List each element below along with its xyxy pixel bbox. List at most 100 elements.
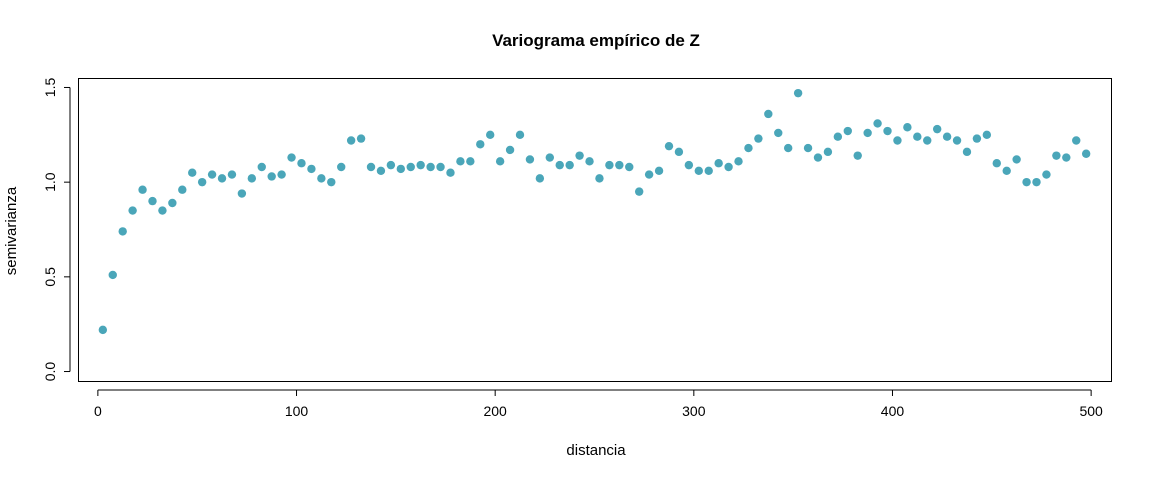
data-point: [108, 270, 117, 280]
data-point: [148, 196, 157, 206]
data-point: [684, 160, 694, 170]
data-point: [337, 162, 346, 172]
data-point: [654, 166, 664, 175]
data-point: [625, 162, 634, 172]
data-points: [98, 88, 1091, 335]
data-point: [426, 162, 435, 172]
data-point: [1052, 151, 1061, 160]
data-point: [644, 170, 654, 179]
data-point: [327, 177, 336, 187]
data-point: [863, 128, 872, 138]
data-point: [893, 136, 902, 145]
data-point: [247, 174, 257, 183]
data-point: [982, 130, 992, 140]
x-tick-label: 100: [285, 403, 309, 419]
x-tick-label: 300: [682, 403, 706, 419]
data-point: [873, 119, 882, 128]
data-point: [277, 170, 286, 179]
data-point: [456, 157, 465, 166]
x-tick-label: 0: [94, 403, 102, 419]
data-point: [913, 132, 922, 141]
data-point: [575, 151, 584, 160]
data-point: [237, 189, 247, 198]
data-point: [307, 164, 316, 174]
y-tick-label: 0.0: [42, 362, 58, 382]
data-point: [346, 136, 356, 145]
data-point: [317, 174, 326, 183]
data-point: [257, 162, 266, 172]
data-point: [188, 168, 197, 177]
plot-frame: [78, 78, 1112, 382]
x-tick-label: 500: [1079, 403, 1103, 419]
data-point: [704, 166, 713, 175]
data-point: [178, 185, 187, 194]
data-point: [1032, 177, 1041, 187]
data-point: [535, 174, 545, 183]
data-point: [962, 147, 972, 157]
data-point: [297, 159, 306, 168]
data-point: [1072, 136, 1081, 145]
data-point: [376, 166, 386, 175]
data-point: [734, 157, 743, 166]
data-point: [436, 162, 445, 172]
data-point: [466, 157, 475, 166]
data-point: [1002, 166, 1011, 175]
data-point: [903, 123, 912, 132]
data-point: [843, 126, 852, 136]
data-point: [158, 206, 167, 215]
data-point: [217, 174, 227, 183]
data-point: [615, 160, 624, 170]
data-point: [98, 325, 108, 335]
data-point: [565, 160, 574, 170]
data-point: [545, 153, 555, 162]
data-point: [227, 170, 237, 179]
data-point: [664, 141, 674, 151]
data-point: [1042, 170, 1051, 179]
data-point: [823, 147, 833, 157]
y-axis: 0.0 0.5 1.0 1.5: [42, 78, 71, 382]
data-point: [724, 162, 733, 172]
data-point: [505, 145, 515, 155]
data-point: [803, 143, 813, 153]
data-point: [992, 159, 1001, 168]
data-point: [168, 198, 177, 208]
data-point: [396, 164, 406, 174]
data-point: [634, 187, 644, 196]
data-point: [406, 162, 415, 172]
x-tick-label: 400: [881, 403, 905, 419]
data-point: [476, 140, 485, 149]
data-point: [138, 185, 147, 194]
data-point: [1022, 177, 1031, 187]
y-axis-label: semivarianza: [3, 186, 20, 275]
data-point: [952, 136, 962, 145]
data-point: [1062, 153, 1071, 162]
data-point: [744, 143, 753, 153]
data-point: [555, 160, 564, 170]
data-point: [674, 147, 684, 157]
data-point: [207, 170, 217, 179]
x-axis: 0 100 200 300 400 500: [94, 389, 1103, 419]
data-point: [515, 130, 525, 140]
data-point: [197, 177, 207, 187]
data-point: [1012, 155, 1021, 164]
data-point: [714, 159, 723, 168]
data-point: [128, 206, 137, 215]
data-point: [923, 136, 932, 145]
data-point: [366, 162, 376, 172]
data-point: [287, 153, 296, 162]
data-point: [446, 168, 455, 177]
data-point: [774, 128, 783, 138]
data-point: [754, 134, 763, 143]
data-point: [486, 130, 495, 140]
data-point: [495, 157, 505, 166]
data-point: [853, 151, 862, 160]
y-tick-label: 0.5: [42, 267, 58, 287]
data-point: [694, 166, 703, 175]
data-point: [942, 132, 952, 141]
data-point: [883, 126, 892, 136]
data-point: [356, 134, 366, 143]
data-point: [386, 160, 396, 170]
data-point: [833, 132, 843, 141]
y-tick-label: 1.5: [42, 78, 58, 98]
